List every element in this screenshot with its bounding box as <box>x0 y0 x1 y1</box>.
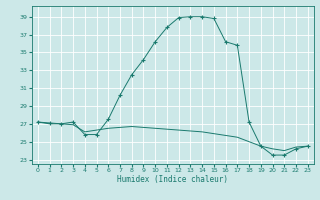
X-axis label: Humidex (Indice chaleur): Humidex (Indice chaleur) <box>117 175 228 184</box>
